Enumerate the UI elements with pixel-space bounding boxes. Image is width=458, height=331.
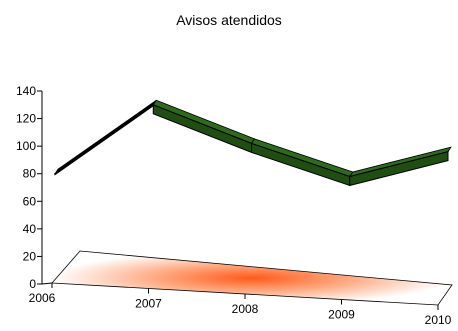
x-tick-label: 2008 bbox=[232, 302, 259, 316]
data-point bbox=[152, 103, 155, 106]
x-tick-label: 2006 bbox=[29, 291, 56, 305]
y-tick-label: 60 bbox=[23, 194, 37, 208]
ribbon-top-segment bbox=[152, 99, 256, 144]
y-tick-label: 40 bbox=[23, 222, 37, 236]
y-tick-label: 120 bbox=[16, 112, 36, 126]
ribbon-segment bbox=[54, 103, 154, 176]
y-tick-label: 80 bbox=[23, 167, 37, 181]
x-tick-label: 2009 bbox=[328, 308, 355, 322]
data-point bbox=[250, 142, 253, 145]
y-tick-label: 100 bbox=[16, 139, 36, 153]
y-tick-label: 0 bbox=[29, 277, 36, 291]
floor-plane bbox=[51, 250, 453, 306]
y-tick-label: 140 bbox=[16, 84, 36, 98]
data-point bbox=[447, 150, 449, 153]
chart-title: Avisos atendidos bbox=[176, 12, 282, 28]
ribbon-segment bbox=[349, 151, 449, 187]
ribbon-segment bbox=[152, 104, 252, 154]
y-tick-label: 20 bbox=[23, 249, 37, 263]
ribbon-segment bbox=[251, 142, 351, 187]
data-point bbox=[348, 175, 351, 178]
x-axis-origin bbox=[41, 282, 53, 285]
x-tick-label: 2007 bbox=[135, 297, 162, 311]
data-point bbox=[54, 172, 56, 175]
x-tick-label: 2010 bbox=[425, 313, 452, 327]
